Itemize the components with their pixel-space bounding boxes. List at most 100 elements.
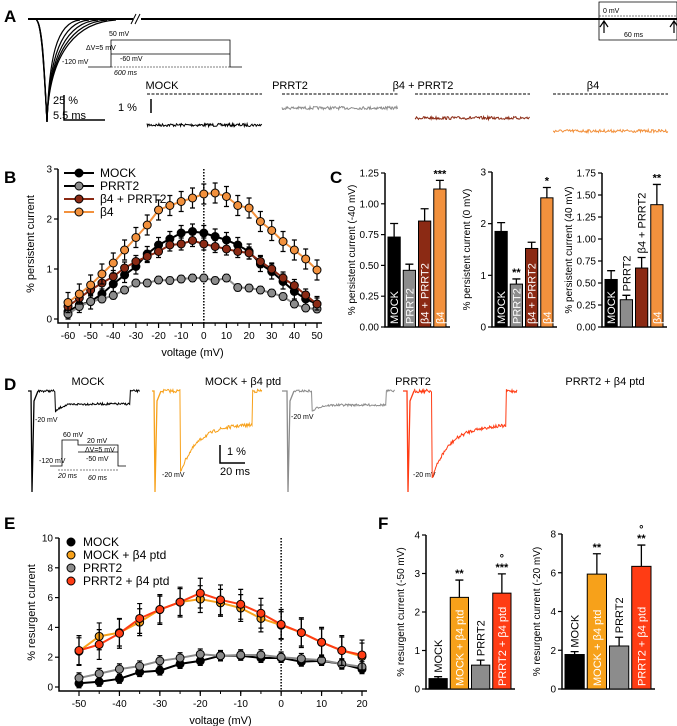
data-point — [188, 236, 197, 245]
bar — [509, 283, 523, 328]
x-tick-label: 50 — [311, 331, 323, 342]
data-point — [108, 291, 118, 300]
y-tick-label: 2 — [47, 653, 53, 664]
legend-label: PRRT2 — [100, 179, 139, 193]
scale-y-label: 25 % — [53, 95, 78, 107]
data-point — [312, 265, 322, 275]
persistent-current-trace — [281, 104, 398, 112]
protocol-hold-label: -120 mV — [62, 59, 89, 66]
data-point — [188, 193, 197, 203]
data-point — [165, 240, 175, 250]
y-tick-label: 2 — [46, 215, 52, 226]
x-tick-label: 20 — [244, 331, 256, 342]
significance-marker: * — [545, 176, 550, 188]
bar — [604, 278, 618, 328]
x-tick-label: 20 — [356, 699, 368, 710]
series-PRRT2 + β4 ptd — [74, 577, 367, 671]
y-axis-label: % persistent current (40 mV) — [564, 186, 575, 313]
bar-category-label: PRRT2 — [511, 288, 523, 324]
series-PRRT2 — [74, 648, 367, 684]
series-β4 — [63, 182, 322, 314]
bar-category-label: MOCK — [606, 290, 618, 324]
legend-label: MOCK — [83, 535, 119, 549]
data-point — [108, 258, 118, 268]
data-point — [97, 269, 107, 279]
line-chart-B: 0 1 2 3 -60 -50 -40 -30 -20 -10 0 10 20 30 40 50 voltage… — [25, 165, 323, 360]
level-label: -20 mV — [162, 472, 185, 479]
bar — [619, 299, 633, 328]
y-tick-label: 3 — [414, 569, 420, 580]
data-point — [195, 588, 205, 598]
error-bar — [455, 579, 464, 598]
bar-category-label: MOCK — [433, 639, 445, 673]
y-tick-label: 0.00 — [577, 323, 597, 334]
data-point — [199, 273, 209, 283]
error-bar — [405, 263, 414, 271]
bar — [564, 654, 585, 690]
y-tick-label: 4 — [550, 607, 556, 618]
error-bar — [637, 544, 646, 567]
legend-label: MOCK — [100, 166, 136, 180]
data-point — [142, 278, 152, 288]
y-tick-label: 0.75 — [577, 257, 597, 268]
capacitive-transient — [152, 390, 162, 493]
trace-label-mock: MOCK — [146, 80, 180, 92]
bar — [402, 269, 416, 328]
data-point — [236, 650, 246, 660]
bar-chart-C2: 0 1 2 3 % persistent current (0 mV) MOCK PRRT2… — [462, 168, 557, 334]
error-bar — [476, 659, 485, 666]
persistent-current-trace — [146, 121, 263, 129]
legend-label: PRRT2 + β4 ptd — [83, 574, 169, 588]
legend-marker — [74, 181, 84, 191]
legend-marker — [74, 168, 84, 178]
panel-label-f: F — [378, 514, 388, 533]
y-tick-label: 1.00 — [577, 235, 597, 246]
legend-marker — [74, 207, 84, 217]
persistent-current-trace — [414, 114, 530, 122]
significance-marker: *** — [495, 562, 509, 574]
data-point — [199, 239, 209, 249]
data-point — [210, 242, 220, 251]
protocol-duration-label: 600 ms — [114, 70, 137, 77]
y-tick-label: 10 — [42, 534, 54, 545]
resurgent-current-trace — [37, 388, 140, 413]
protocol-mid-label: -60 mV — [120, 56, 143, 63]
significance-marker: ** — [512, 267, 521, 279]
y-tick-label: 8 — [550, 530, 556, 541]
x-tick-label: -60 — [61, 331, 76, 342]
data-point — [301, 303, 311, 313]
data-point — [221, 273, 231, 283]
legend-marker — [66, 537, 76, 547]
bar — [428, 678, 448, 690]
data-point — [267, 226, 277, 235]
x-axis-label: voltage (mV) — [189, 715, 251, 726]
legend-marker — [66, 576, 76, 586]
y-tick-label: 0 — [480, 323, 486, 334]
level-label: -20 mV — [291, 414, 314, 421]
y-tick-label: 1.50 — [577, 191, 597, 202]
data-point — [94, 640, 104, 650]
data-point — [337, 645, 347, 655]
y-tick-label: 6 — [47, 593, 53, 604]
y-tick-label: 1.75 — [577, 169, 597, 180]
data-point — [244, 283, 254, 293]
bar-category-label: PRRT2 + β4 ptd — [636, 607, 648, 686]
data-point — [155, 666, 165, 676]
error-bar — [390, 222, 399, 238]
trace-label-prrt2: PRRT2 — [272, 80, 308, 92]
trace-scale-label: 1 % — [118, 102, 137, 114]
bar — [387, 236, 401, 328]
protocol-pre-duration: 20 ms — [57, 473, 78, 480]
bar — [418, 220, 432, 328]
data-point — [120, 285, 130, 295]
panel-label-c: C — [330, 168, 342, 187]
data-point — [74, 645, 84, 655]
x-tick-label: -50 — [72, 699, 87, 710]
scale-bar — [63, 95, 105, 121]
significance-marker: ** — [653, 172, 662, 184]
bar — [635, 267, 649, 328]
data-point — [199, 189, 209, 199]
data-point — [276, 619, 286, 629]
protocol-top-label: 50 mV — [109, 31, 130, 38]
